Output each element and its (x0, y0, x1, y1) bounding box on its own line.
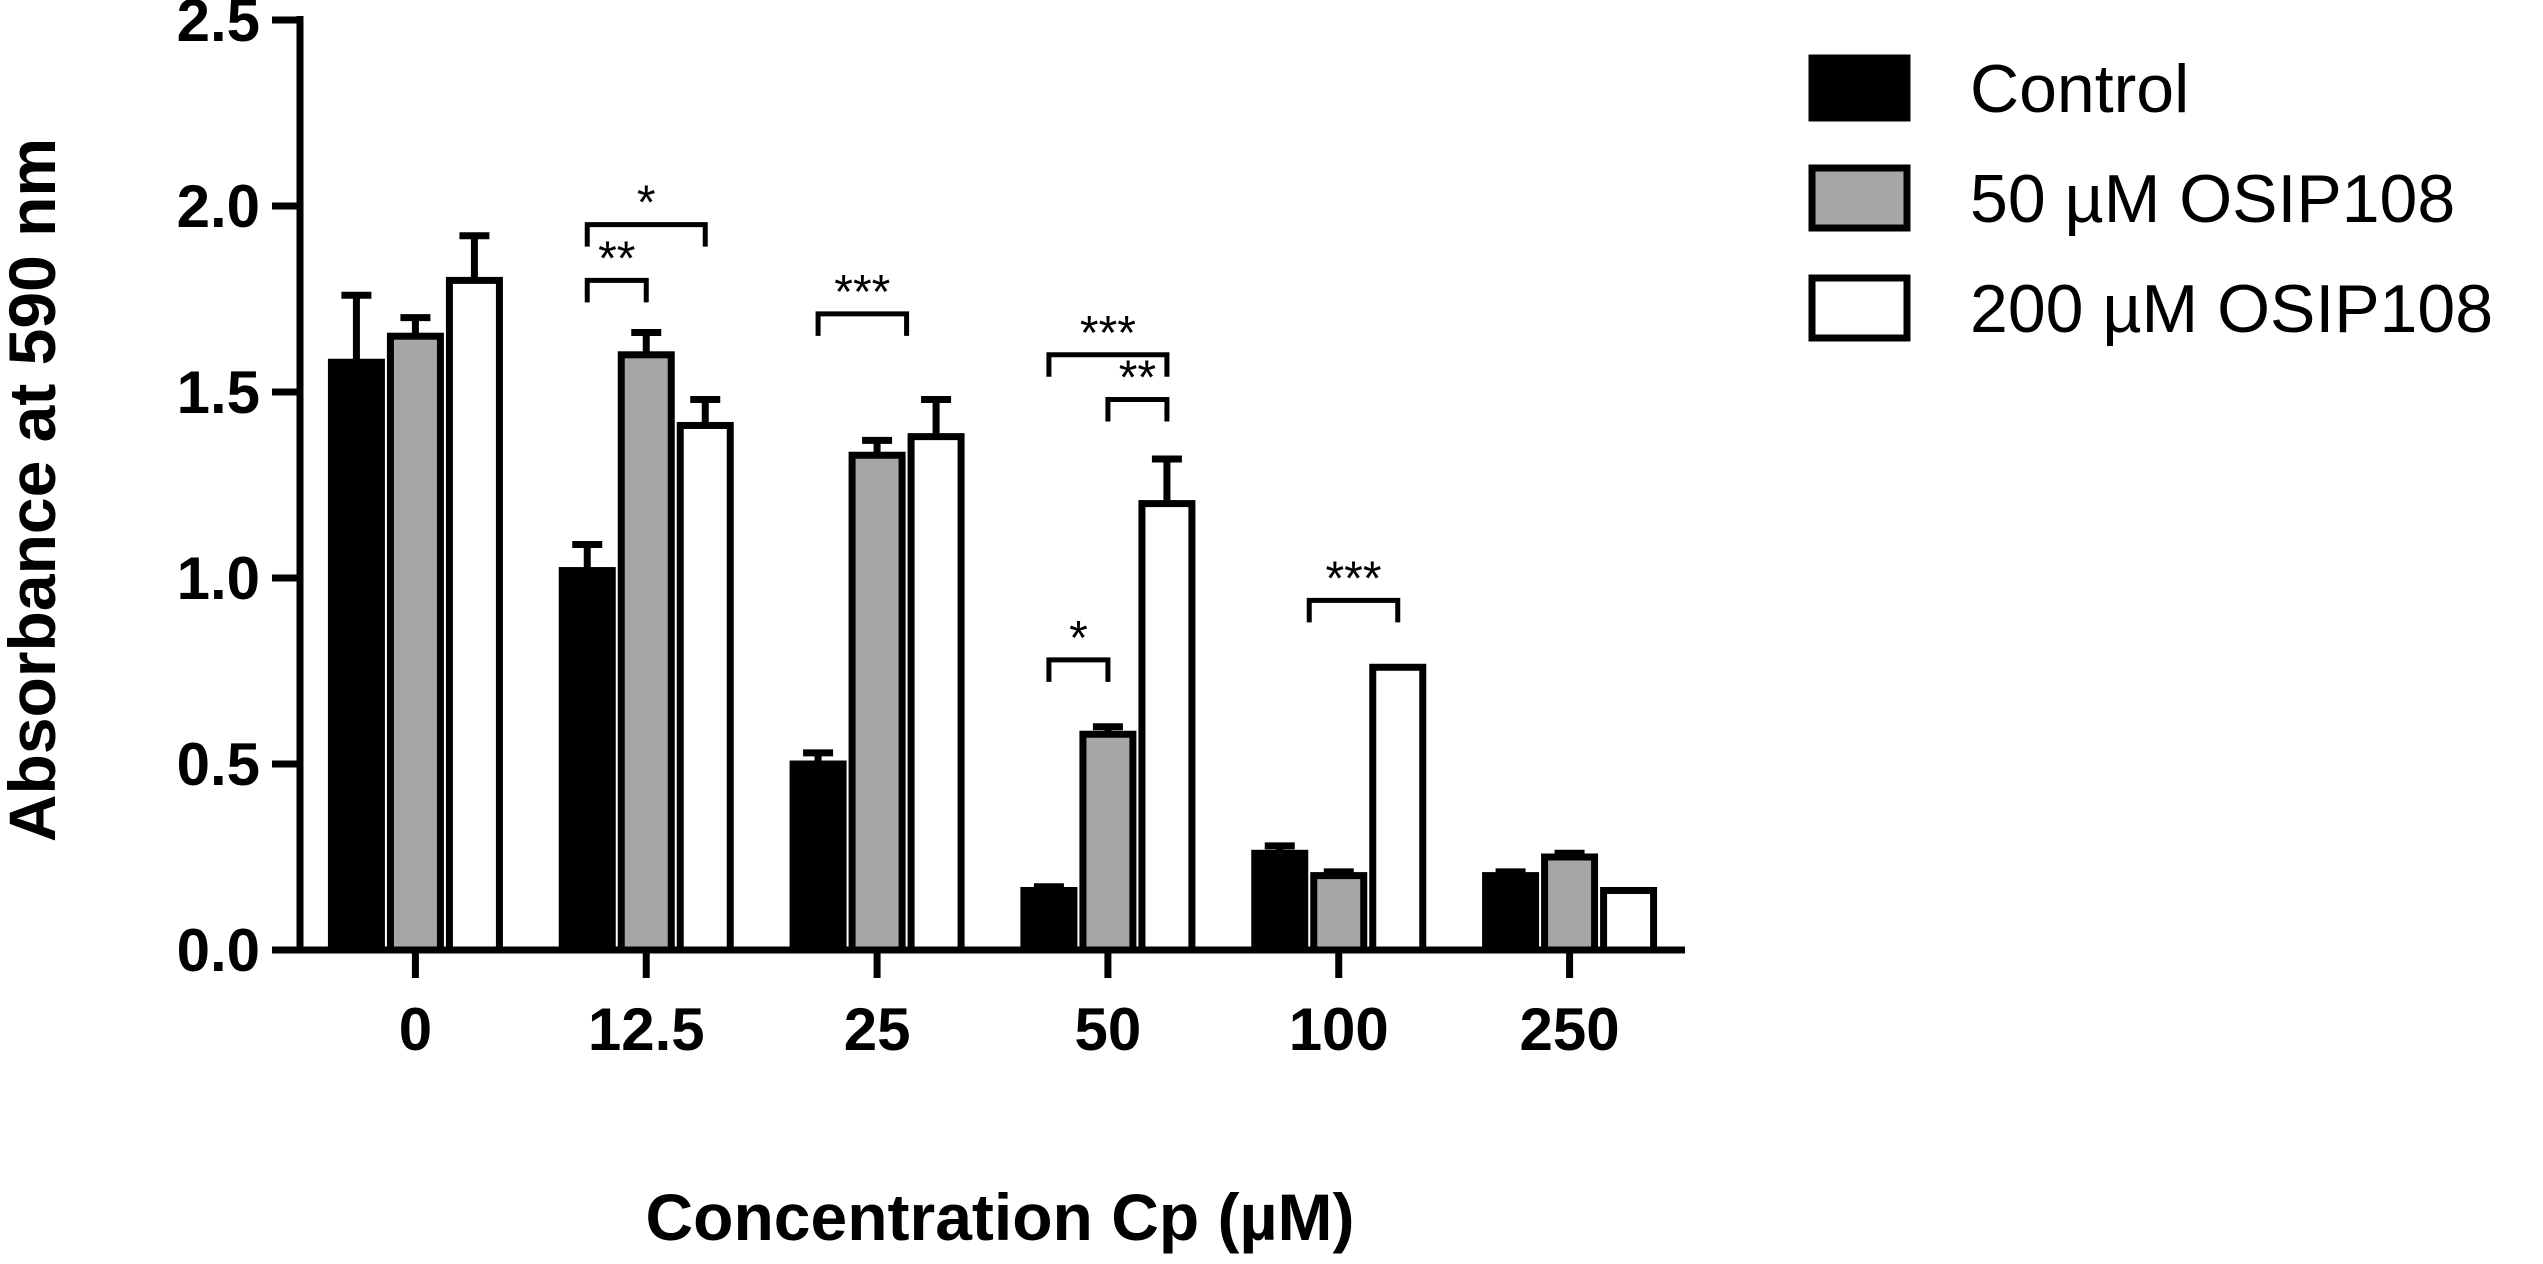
significance-label-2: *** (834, 266, 890, 319)
error-bar-2-2 (921, 395, 952, 437)
bar-0-1 (558, 567, 616, 954)
error-bar-1-0 (400, 314, 431, 337)
bar-2-4 (1369, 663, 1427, 954)
legend-label-2: 200 µM OSIP108 (1970, 271, 2493, 347)
x-tick-label-3: 50 (1075, 996, 1142, 1063)
significance-bracket-0: * (584, 177, 708, 247)
error-bar-1-4 (1323, 868, 1354, 876)
bar-1-4 (1310, 872, 1368, 954)
legend: Control 50 µM OSIP108 200 µM OSIP108 (1808, 51, 2493, 347)
legend-label-1: 50 µM OSIP108 (1970, 161, 2455, 237)
significance-label-4: ** (1119, 351, 1156, 404)
significance-bracket-5: * (1046, 612, 1111, 682)
bar-0-2 (789, 760, 847, 954)
legend-item-0: Control (1808, 51, 2189, 127)
significance-layer: *************** (584, 177, 1401, 682)
significance-label-3: *** (1080, 307, 1136, 360)
bar-1-1 (617, 351, 675, 954)
bar-0-3 (1020, 886, 1078, 954)
error-bar-1-3 (1092, 723, 1123, 735)
significance-bracket-4: ** (1105, 351, 1170, 422)
x-tick-label-1: 12.5 (588, 996, 705, 1063)
legend-label-0: Control (1970, 51, 2189, 127)
y-tick-label-2: 1.0 (177, 545, 260, 612)
significance-label-6: *** (1325, 552, 1381, 605)
bar-2-5 (1600, 886, 1658, 954)
error-bar-0-1 (572, 541, 603, 571)
y-tick-label-5: 2.5 (177, 0, 260, 54)
x-tick-label-2: 25 (844, 996, 911, 1063)
x-axis-title: Concentration Cp (µM) (646, 1180, 1355, 1254)
bar-2-2 (907, 433, 965, 954)
bar-1-0 (386, 332, 444, 954)
legend-item-2: 200 µM OSIP108 (1808, 271, 2493, 347)
x-tick-label-0: 0 (399, 996, 432, 1063)
error-bar-2-1 (690, 395, 721, 426)
error-bar-1-5 (1554, 849, 1585, 857)
significance-label-1: ** (598, 232, 635, 285)
bar-0-5 (1482, 872, 1540, 954)
y-tick-label-3: 1.5 (177, 359, 260, 426)
bar-1-3 (1079, 730, 1137, 954)
y-tick-label-1: 0.5 (177, 731, 260, 798)
error-bar-0-3 (1033, 883, 1064, 891)
error-bar-1-1 (631, 328, 662, 355)
error-bar-1-2 (862, 436, 893, 456)
bar-2-3 (1138, 500, 1196, 954)
significance-label-5: * (1069, 612, 1088, 665)
bar-1-5 (1541, 853, 1599, 954)
y-tick-label-4: 2.0 (177, 173, 260, 240)
x-tick-label-5: 250 (1520, 996, 1620, 1063)
bar-0-4 (1251, 849, 1309, 954)
error-bar-0-5 (1495, 868, 1526, 876)
bars-layer (327, 276, 1658, 954)
error-bar-0-0 (341, 291, 372, 363)
significance-bracket-6: *** (1306, 552, 1401, 623)
significance-bracket-2: *** (815, 266, 910, 336)
x-tick-label-4: 100 (1289, 996, 1389, 1063)
error-bar-2-0 (459, 232, 490, 281)
axes: 0.0 0.5 1.0 1.5 2.0 2.5 0 12.5 25 50 100 250 (177, 0, 1685, 1063)
legend-swatch-1 (1808, 164, 1911, 232)
y-axis-title: Absorbance at 590 nm (0, 138, 69, 842)
bar-1-2 (848, 451, 906, 954)
legend-swatch-0 (1808, 54, 1911, 122)
bar-2-0 (445, 276, 503, 954)
significance-bracket-3: *** (1046, 307, 1170, 377)
significance-label-0: * (637, 177, 656, 230)
error-bar-0-4 (1264, 842, 1295, 854)
y-tick-label-0: 0.0 (177, 917, 260, 984)
significance-bracket-1: ** (584, 232, 649, 303)
error-bar-2-3 (1151, 455, 1182, 504)
legend-item-1: 50 µM OSIP108 (1808, 161, 2455, 237)
bar-2-1 (676, 421, 734, 954)
legend-swatch-2 (1808, 274, 1911, 342)
error-bar-0-2 (803, 749, 834, 764)
bar-0-0 (327, 358, 385, 954)
error-bars-layer (341, 232, 1585, 891)
